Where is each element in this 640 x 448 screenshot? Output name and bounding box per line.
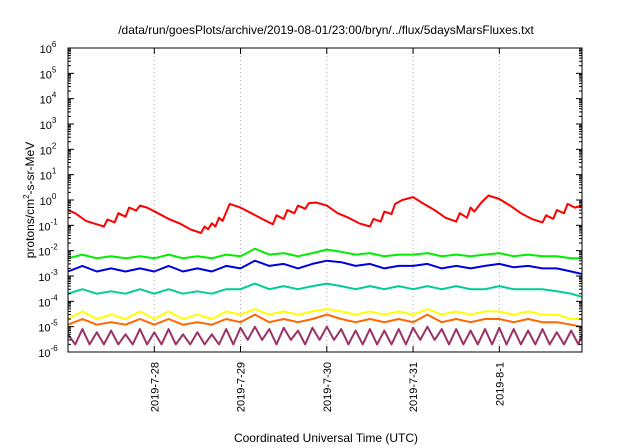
y-tick-label-exp: 2 <box>52 141 57 150</box>
y-tick-label-base: 10 <box>40 120 52 132</box>
x-tick-label: 2019-7-31 <box>408 362 420 412</box>
y-tick-label: 106 <box>40 40 57 56</box>
y-tick-label-base: 10 <box>40 145 52 157</box>
series-line-2 <box>67 247 582 260</box>
y-tick-label-base: 10 <box>38 297 50 309</box>
y-tick-label-base: 10 <box>40 44 52 56</box>
y-tick-label-exp: -6 <box>51 344 59 353</box>
y-tick-label-base: 10 <box>40 95 52 107</box>
ticks: 2019-7-28 2019-7-29 2019-7-30 2019-7-31 2019… <box>38 40 582 412</box>
y-tick-label: 104 <box>40 91 57 107</box>
y-tick-label-base: 10 <box>38 247 50 259</box>
x-tick-label: 2019-7-28 <box>149 362 161 412</box>
x-axis-label: Coordinated Universal Time (UTC) <box>234 431 418 445</box>
y-tick-label-base: 10 <box>38 221 50 233</box>
series-line-3 <box>67 259 583 275</box>
y-tick-label-exp: -5 <box>51 319 59 328</box>
y-tick-label-base: 10 <box>40 171 52 183</box>
y-tick-label: 100 <box>40 192 57 208</box>
y-tick-label-exp: -4 <box>51 293 59 302</box>
y-axis-label-rest: -s-sr-MeV <box>23 142 37 195</box>
y-tick-label: 10-4 <box>38 293 58 309</box>
y-tick-label-exp: 3 <box>52 116 57 125</box>
chart-title: /data/run/goesPlots/archive/2019-08-01/2… <box>118 23 534 37</box>
y-tick-label-base: 10 <box>40 69 52 81</box>
y-tick-label-exp: 6 <box>52 40 57 49</box>
y-tick-label: 101 <box>40 167 57 183</box>
plot-frame <box>67 47 583 353</box>
y-tick-label-base: 10 <box>38 272 50 284</box>
y-tick-label-exp: -3 <box>51 268 59 277</box>
y-tick-label-base: 10 <box>38 323 50 335</box>
series-line-4 <box>67 282 583 298</box>
series-line-7 <box>67 325 583 346</box>
y-tick-label: 10-5 <box>38 319 58 335</box>
y-tick-label: 102 <box>40 141 57 157</box>
y-tick-label: 10-6 <box>38 344 58 360</box>
y-tick-label: 10-1 <box>38 217 58 233</box>
series-line-5 <box>67 308 582 320</box>
x-tick-label: 2019-8-1 <box>494 362 506 406</box>
y-axis-label-sup: 2 <box>22 194 31 199</box>
y-tick-label-exp: 0 <box>52 192 57 201</box>
y-tick-label: 105 <box>40 65 57 81</box>
y-tick-label-base: 10 <box>40 196 52 208</box>
grid <box>153 48 500 352</box>
y-tick-label: 10-3 <box>38 268 58 284</box>
y-tick-label-exp: 5 <box>52 65 57 74</box>
series-line-6 <box>67 313 583 328</box>
series-layer <box>67 194 583 346</box>
y-tick-label-base: 10 <box>38 348 50 360</box>
y-tick-label-exp: -1 <box>51 217 59 226</box>
y-tick-label-exp: -2 <box>51 243 59 252</box>
y-tick-label: 103 <box>40 116 57 132</box>
series-line-1 <box>67 194 583 234</box>
y-axis-label: protons/cm2-s-sr-MeV <box>22 142 37 258</box>
y-tick-label: 10-2 <box>38 243 58 259</box>
x-tick-label: 2019-7-29 <box>236 362 248 412</box>
y-axis-label-base: protons/cm <box>23 199 37 258</box>
y-tick-label-exp: 4 <box>52 91 57 100</box>
x-tick-label: 2019-7-30 <box>322 362 334 412</box>
y-tick-label-exp: 1 <box>52 167 57 176</box>
